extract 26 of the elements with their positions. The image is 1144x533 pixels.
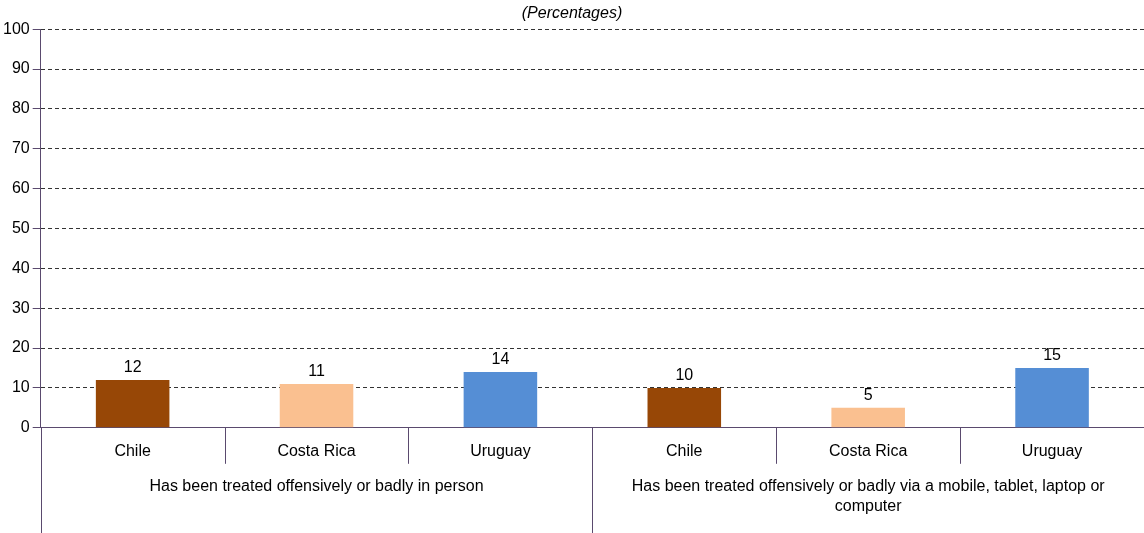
y-tick-label: 40 xyxy=(11,258,30,276)
y-tick-label: 10 xyxy=(11,378,30,396)
y-tick-label: 70 xyxy=(11,139,30,157)
x-tick-label: Uruguay xyxy=(470,441,531,459)
data-label: 10 xyxy=(675,366,694,384)
y-tick-label: 20 xyxy=(11,338,30,356)
y-tick-label: 30 xyxy=(11,298,30,316)
text: Has been treated offensively or badly via a mobile, tablet, laptop or computer xyxy=(631,477,1106,515)
x-tick-label: Chile xyxy=(666,441,703,459)
data-label: 5 xyxy=(863,386,873,404)
y-tick-label: 80 xyxy=(11,99,30,117)
x-tick-label: Uruguay xyxy=(1021,441,1083,459)
x-tick-label: Costa Rica xyxy=(277,441,356,459)
y-tick-label: 0 xyxy=(20,418,30,436)
chart-title: (Percentages) xyxy=(521,4,623,22)
data-label: 14 xyxy=(491,350,510,368)
y-tick-label: 90 xyxy=(11,59,30,77)
y-tick-label: 60 xyxy=(11,179,30,197)
x-tick-label: Costa Rica xyxy=(829,441,908,459)
data-label: 15 xyxy=(1043,346,1062,364)
text: Has been treated offensively or badly in person xyxy=(149,477,484,495)
data-label: 12 xyxy=(123,358,142,376)
y-tick-label: 100 xyxy=(2,19,30,37)
data-label: 11 xyxy=(308,362,325,380)
x-tick-label: Chile xyxy=(114,441,151,459)
y-tick-label: 50 xyxy=(11,218,30,236)
